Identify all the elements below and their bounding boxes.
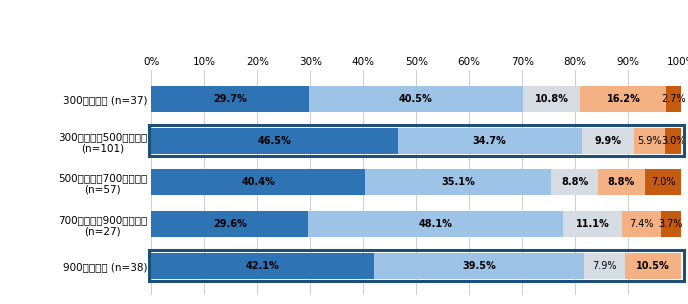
Text: 29.7%: 29.7% <box>213 94 247 104</box>
Bar <box>151 170 365 195</box>
Bar <box>151 211 308 237</box>
Text: 7.0%: 7.0% <box>651 178 676 187</box>
Text: 46.5%: 46.5% <box>257 136 292 146</box>
Bar <box>151 253 374 279</box>
Text: 8.8%: 8.8% <box>561 178 588 187</box>
Text: 39.5%: 39.5% <box>462 261 496 271</box>
Bar <box>524 86 581 112</box>
Text: 10.5%: 10.5% <box>636 261 670 271</box>
Text: 16.2%: 16.2% <box>607 94 641 104</box>
Bar <box>645 170 682 195</box>
Text: 7.9%: 7.9% <box>592 261 617 271</box>
Bar <box>365 170 551 195</box>
Text: 29.6%: 29.6% <box>213 219 246 229</box>
Bar <box>581 128 634 154</box>
Text: 40.4%: 40.4% <box>241 178 275 187</box>
Text: 48.1%: 48.1% <box>418 219 453 229</box>
Text: 11.1%: 11.1% <box>575 219 610 229</box>
Bar <box>374 253 583 279</box>
Bar <box>634 128 665 154</box>
Bar <box>309 86 524 112</box>
Text: 8.8%: 8.8% <box>608 178 635 187</box>
Bar <box>622 211 661 237</box>
Text: 35.1%: 35.1% <box>442 178 475 187</box>
Bar <box>598 170 645 195</box>
Bar <box>151 128 398 154</box>
Text: 5.9%: 5.9% <box>637 136 662 146</box>
Bar <box>666 86 680 112</box>
Bar <box>551 170 598 195</box>
Text: 3.7%: 3.7% <box>658 219 683 229</box>
Text: 34.7%: 34.7% <box>473 136 506 146</box>
Text: 40.5%: 40.5% <box>399 94 433 104</box>
Bar <box>661 211 680 237</box>
Bar <box>151 86 309 112</box>
Text: 10.8%: 10.8% <box>535 94 569 104</box>
Text: 9.9%: 9.9% <box>594 136 621 146</box>
Text: 2.7%: 2.7% <box>661 94 686 104</box>
Bar <box>665 128 681 154</box>
Bar <box>581 86 666 112</box>
Bar <box>625 253 681 279</box>
Text: 3.0%: 3.0% <box>661 136 685 146</box>
Text: 42.1%: 42.1% <box>246 261 280 271</box>
Bar <box>563 211 622 237</box>
Bar <box>583 253 625 279</box>
Text: 7.4%: 7.4% <box>629 219 654 229</box>
Bar <box>308 211 563 237</box>
Bar <box>398 128 581 154</box>
